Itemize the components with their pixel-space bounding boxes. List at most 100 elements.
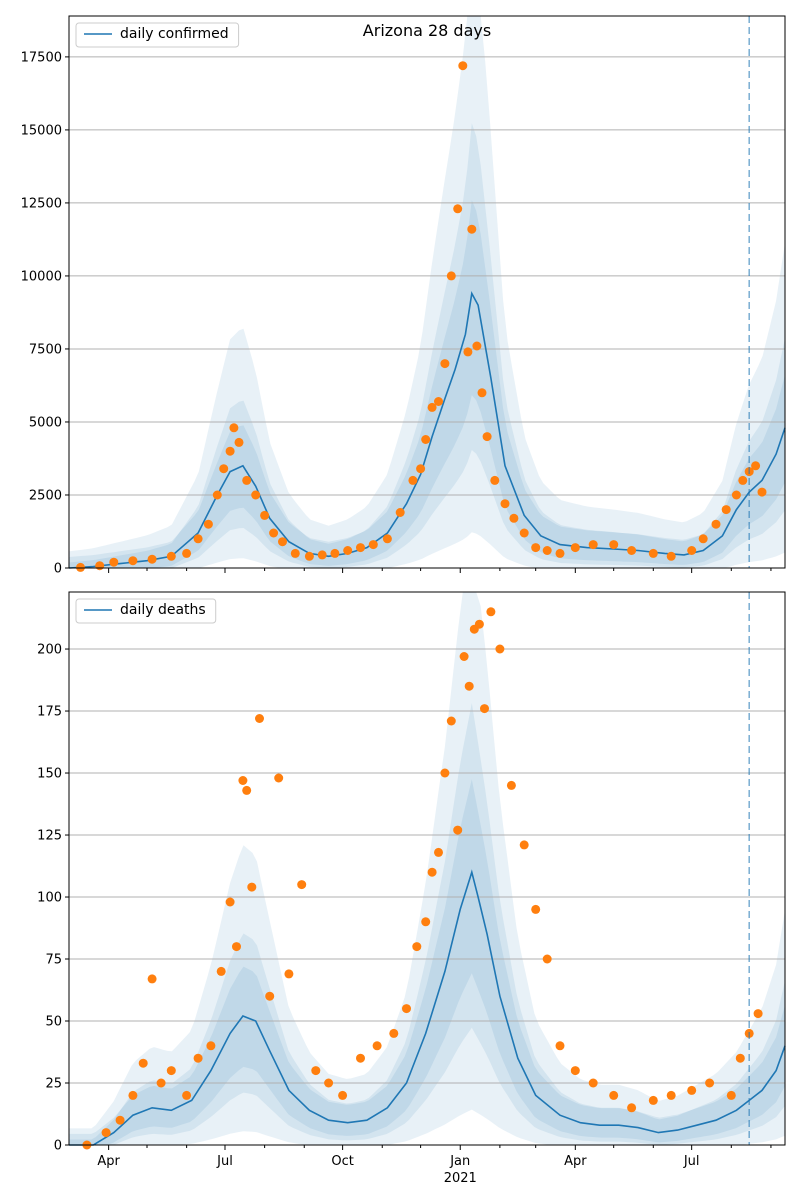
confirmed-series-line xyxy=(68,291,786,569)
deaths-point xyxy=(238,776,248,785)
confirmed-point xyxy=(317,550,327,560)
confirmed-point xyxy=(260,510,270,520)
confirmed-point xyxy=(570,543,580,553)
deaths-point xyxy=(627,1103,637,1113)
deaths-point xyxy=(427,867,437,877)
confirmed-point xyxy=(519,528,529,538)
deaths-point xyxy=(480,704,489,714)
deaths-xtick-label: Jul xyxy=(216,1154,233,1169)
confirmed-point xyxy=(182,548,192,558)
confirmed-point xyxy=(421,435,431,444)
deaths-point xyxy=(338,1090,348,1100)
confirmed-point xyxy=(147,554,157,564)
confirmed-point xyxy=(738,475,748,485)
deaths-point xyxy=(284,969,294,979)
confirmed-point xyxy=(251,490,261,500)
deaths-point xyxy=(705,1078,715,1088)
confirmed-gridlines xyxy=(69,56,785,496)
confirmed-point xyxy=(95,561,105,571)
confirmed-x-ticks xyxy=(108,568,772,573)
confirmed-point xyxy=(408,475,418,485)
confirmed-point xyxy=(627,546,637,555)
deaths-point xyxy=(389,1028,399,1038)
confirmed-point xyxy=(416,464,426,474)
confirmed-point xyxy=(229,423,239,433)
confirmed-point xyxy=(368,540,378,550)
confirmed-point xyxy=(463,347,473,357)
deaths-point xyxy=(726,1090,736,1100)
confirmed-point xyxy=(166,551,176,561)
deaths-point xyxy=(588,1078,598,1088)
deaths-ytick-label: 50 xyxy=(45,1015,62,1030)
confirmed-ytick-label: 17500 xyxy=(21,50,62,65)
confirmed-point xyxy=(343,546,353,555)
confirmed-point xyxy=(234,437,244,447)
confirmed-legend-box xyxy=(75,22,240,48)
deaths-ytick-label: 25 xyxy=(45,1077,62,1092)
confirmed-point xyxy=(490,475,500,485)
confirmed-point xyxy=(509,513,519,523)
deaths-point xyxy=(372,1041,382,1051)
confirmed-axes-frame xyxy=(68,15,786,569)
confirmed-point xyxy=(648,548,658,558)
deaths-point xyxy=(225,897,235,907)
deaths-legend-label: daily deaths xyxy=(120,602,206,618)
deaths-axes-frame xyxy=(68,591,786,1146)
deaths-xtick-label: Oct xyxy=(331,1154,353,1169)
confirmed-observed-points xyxy=(76,61,767,572)
confirmed-point xyxy=(588,540,598,550)
deaths-point xyxy=(666,1090,676,1100)
confirmed-point xyxy=(531,543,541,553)
confirmed-legend-label: daily confirmed xyxy=(120,26,229,42)
deaths-point xyxy=(193,1053,203,1063)
confirmed-point xyxy=(477,388,487,398)
deaths-point xyxy=(495,644,505,654)
confirmed-point xyxy=(751,461,761,471)
deaths-point xyxy=(519,840,529,850)
deaths-point xyxy=(412,942,422,952)
confirmed-point xyxy=(330,548,340,558)
deaths-point xyxy=(324,1078,334,1088)
deaths-y-ticks: 0 25 50 75 100 125 150 175 200 xyxy=(37,643,69,1154)
confirmed-point xyxy=(453,204,463,214)
confirmed-panel: 0 2500 5000 7500 10000 12500 15000 17500 daily … xyxy=(21,15,786,577)
deaths-point xyxy=(735,1053,745,1063)
confirmed-point xyxy=(203,519,213,529)
deaths-xtick-label: Apr xyxy=(564,1154,587,1169)
x-axis-year-label: 2021 xyxy=(444,1171,477,1186)
deaths-point xyxy=(138,1058,148,1068)
deaths-point xyxy=(555,1041,565,1051)
confirmed-ytick-label: 15000 xyxy=(21,123,62,138)
deaths-band-1 xyxy=(69,779,785,1145)
deaths-point xyxy=(459,652,469,661)
confirmed-point xyxy=(721,505,731,515)
confirmed-point xyxy=(219,464,229,474)
deaths-point xyxy=(474,619,484,629)
confirmed-point xyxy=(109,557,119,567)
deaths-point xyxy=(402,1004,411,1014)
deaths-point xyxy=(274,773,284,783)
deaths-ytick-label: 200 xyxy=(37,643,62,658)
confirmed-point xyxy=(666,551,676,561)
deaths-ytick-label: 150 xyxy=(37,767,62,782)
confirmed-y-ticks: 0 2500 5000 7500 10000 12500 15000 17500 xyxy=(21,50,69,577)
deaths-x-ticks: Apr Jul Oct Jan Apr Jul xyxy=(97,1145,772,1169)
deaths-point xyxy=(648,1095,658,1105)
confirmed-point xyxy=(225,446,235,456)
confirmed-point xyxy=(467,224,477,234)
deaths-point xyxy=(506,780,516,790)
deaths-xtick-label: Jan xyxy=(449,1154,470,1169)
confirmed-point xyxy=(711,519,721,529)
deaths-gridlines xyxy=(69,648,785,1084)
confirmed-point xyxy=(440,359,450,369)
confirmed-point xyxy=(76,562,85,572)
deaths-point xyxy=(609,1090,619,1100)
confirmed-point xyxy=(427,402,437,412)
deaths-point xyxy=(182,1090,192,1100)
deaths-ytick-label: 175 xyxy=(37,705,62,720)
deaths-point xyxy=(446,716,456,726)
deaths-point xyxy=(421,917,431,927)
confirmed-uncertainty-bands xyxy=(69,16,785,568)
confirmed-point xyxy=(356,543,365,553)
